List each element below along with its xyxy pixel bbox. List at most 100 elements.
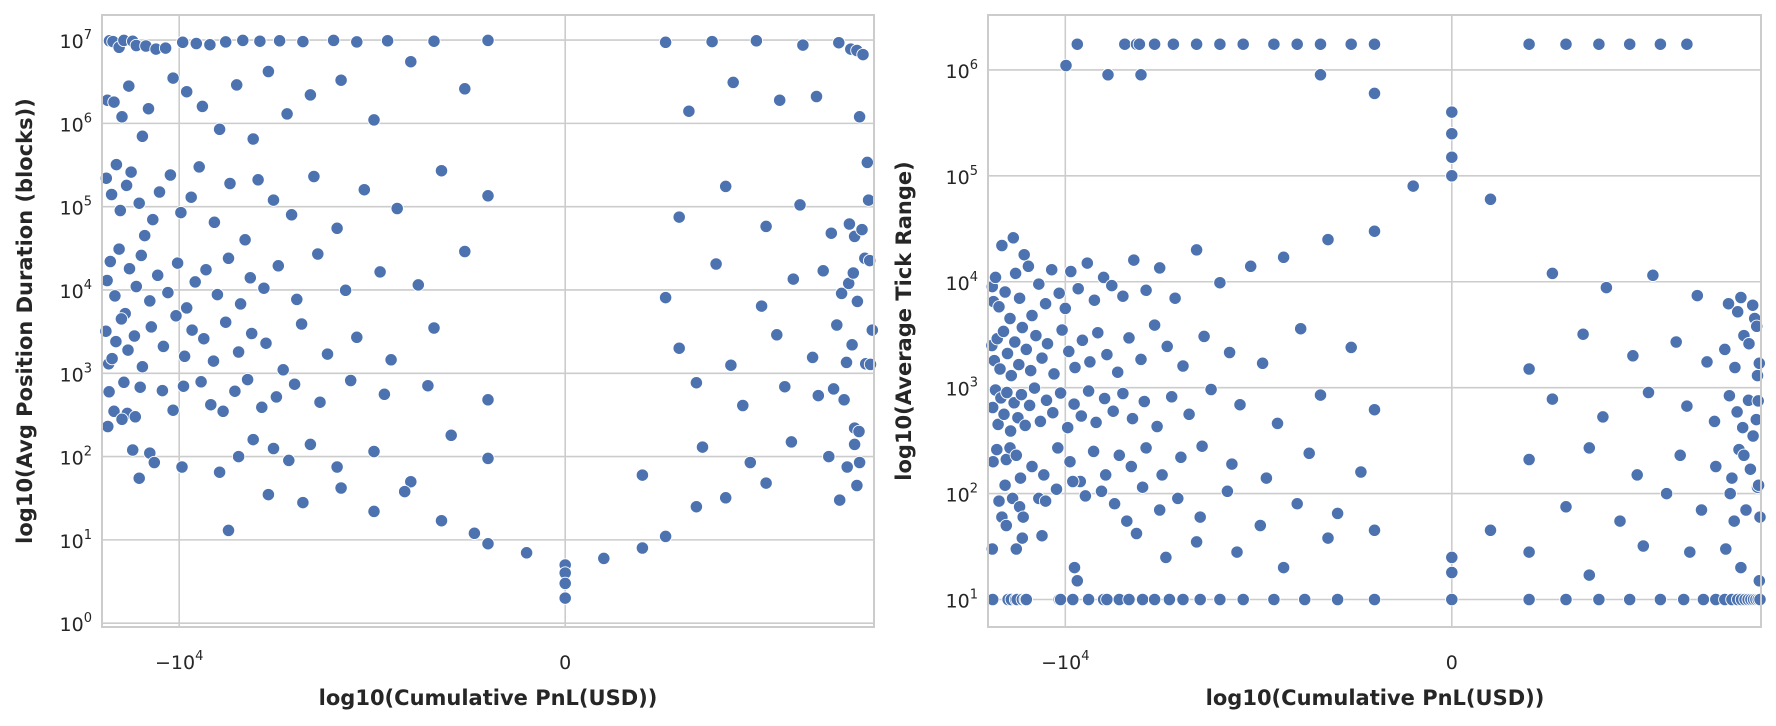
data-point [266,441,281,456]
data-point [1742,337,1756,351]
data-point [1599,280,1614,295]
chart-left-points [99,33,879,605]
data-point [411,278,425,292]
data-point [842,217,857,231]
data-point [243,271,257,285]
data-point [434,164,449,178]
chart-left-y-axis-label: log10(Avg Position Duration (blocks)) [13,98,37,544]
data-point [185,323,199,337]
data-point [1294,322,1308,336]
data-point [1189,243,1204,257]
data-point [995,238,1009,253]
data-point [194,375,208,389]
data-point [1680,37,1694,51]
data-point [1087,293,1102,307]
data-point [1694,503,1709,517]
data-point [1080,256,1094,270]
data-point [1709,459,1723,474]
data-point [163,168,178,182]
data-point [1058,301,1072,316]
data-point [1018,418,1032,433]
data-point [1132,37,1147,51]
data-point [860,155,874,170]
data-point [834,286,849,301]
data-point [1147,318,1162,332]
data-point [207,215,222,229]
y-tick-label: 106 [60,111,92,136]
data-point [255,400,269,414]
data-point [1406,179,1420,193]
data-point [1367,224,1382,238]
data-point [1051,441,1065,455]
data-point [1166,37,1181,51]
data-point [1330,506,1345,521]
data-point [1070,574,1084,588]
data-point [467,526,482,540]
data-point [1176,592,1190,607]
data-point [719,179,733,194]
data-point [1225,457,1239,471]
data-point [1752,356,1766,370]
data-point [357,183,371,197]
data-point [1032,277,1046,291]
data-point [992,300,1006,314]
data-point [1029,328,1043,343]
data-point [1019,342,1033,357]
data-point [558,576,572,591]
data-point [210,287,225,302]
data-point [108,289,122,303]
data-point [174,205,188,220]
data-point [1039,393,1054,407]
data-point [320,347,335,361]
data-point [1230,545,1244,559]
data-point [1659,486,1674,501]
data-point [1089,415,1103,430]
data-point [743,455,757,470]
data-point [1049,482,1064,496]
data-point [1445,105,1459,119]
data-point [219,35,233,49]
data-point [1094,484,1109,498]
data-point [770,328,784,342]
data-point [192,160,206,174]
data-point [1354,465,1368,479]
chart-right: 101 102 103 104 105 106 −104 0 log10(Cumulativ… [892,14,1767,710]
data-point [1367,403,1382,417]
data-point [176,379,191,393]
x-tick-label: 0 [1446,652,1458,674]
data-point [135,360,150,374]
data-point [128,410,142,424]
data-point [344,373,358,388]
data-point [169,309,183,323]
data-point [1014,387,1029,402]
data-point [833,493,847,507]
data-point [736,398,750,413]
data-point [176,35,190,49]
data-point [852,424,866,439]
data-point [1003,424,1018,438]
data-point [338,283,353,297]
data-point [1120,514,1134,528]
data-point [1313,37,1328,51]
data-point [1008,335,1022,349]
data-point [1700,355,1714,369]
data-point [811,388,825,403]
data-point [1592,37,1606,51]
data-point [861,193,876,207]
data-point [1053,592,1068,607]
data-point [1000,346,1015,361]
data-point [1582,441,1596,455]
data-point [219,315,233,329]
data-point [865,323,879,337]
data-point [296,34,310,49]
data-point [124,165,138,179]
data-point [997,407,1011,421]
data-point [1750,319,1764,333]
data-point [1155,468,1169,482]
data-point [377,387,392,401]
data-point [1063,455,1077,469]
data-point [287,377,302,391]
data-point [558,591,572,605]
y-tick-label: 100 [60,611,92,636]
data-point [1559,500,1573,514]
